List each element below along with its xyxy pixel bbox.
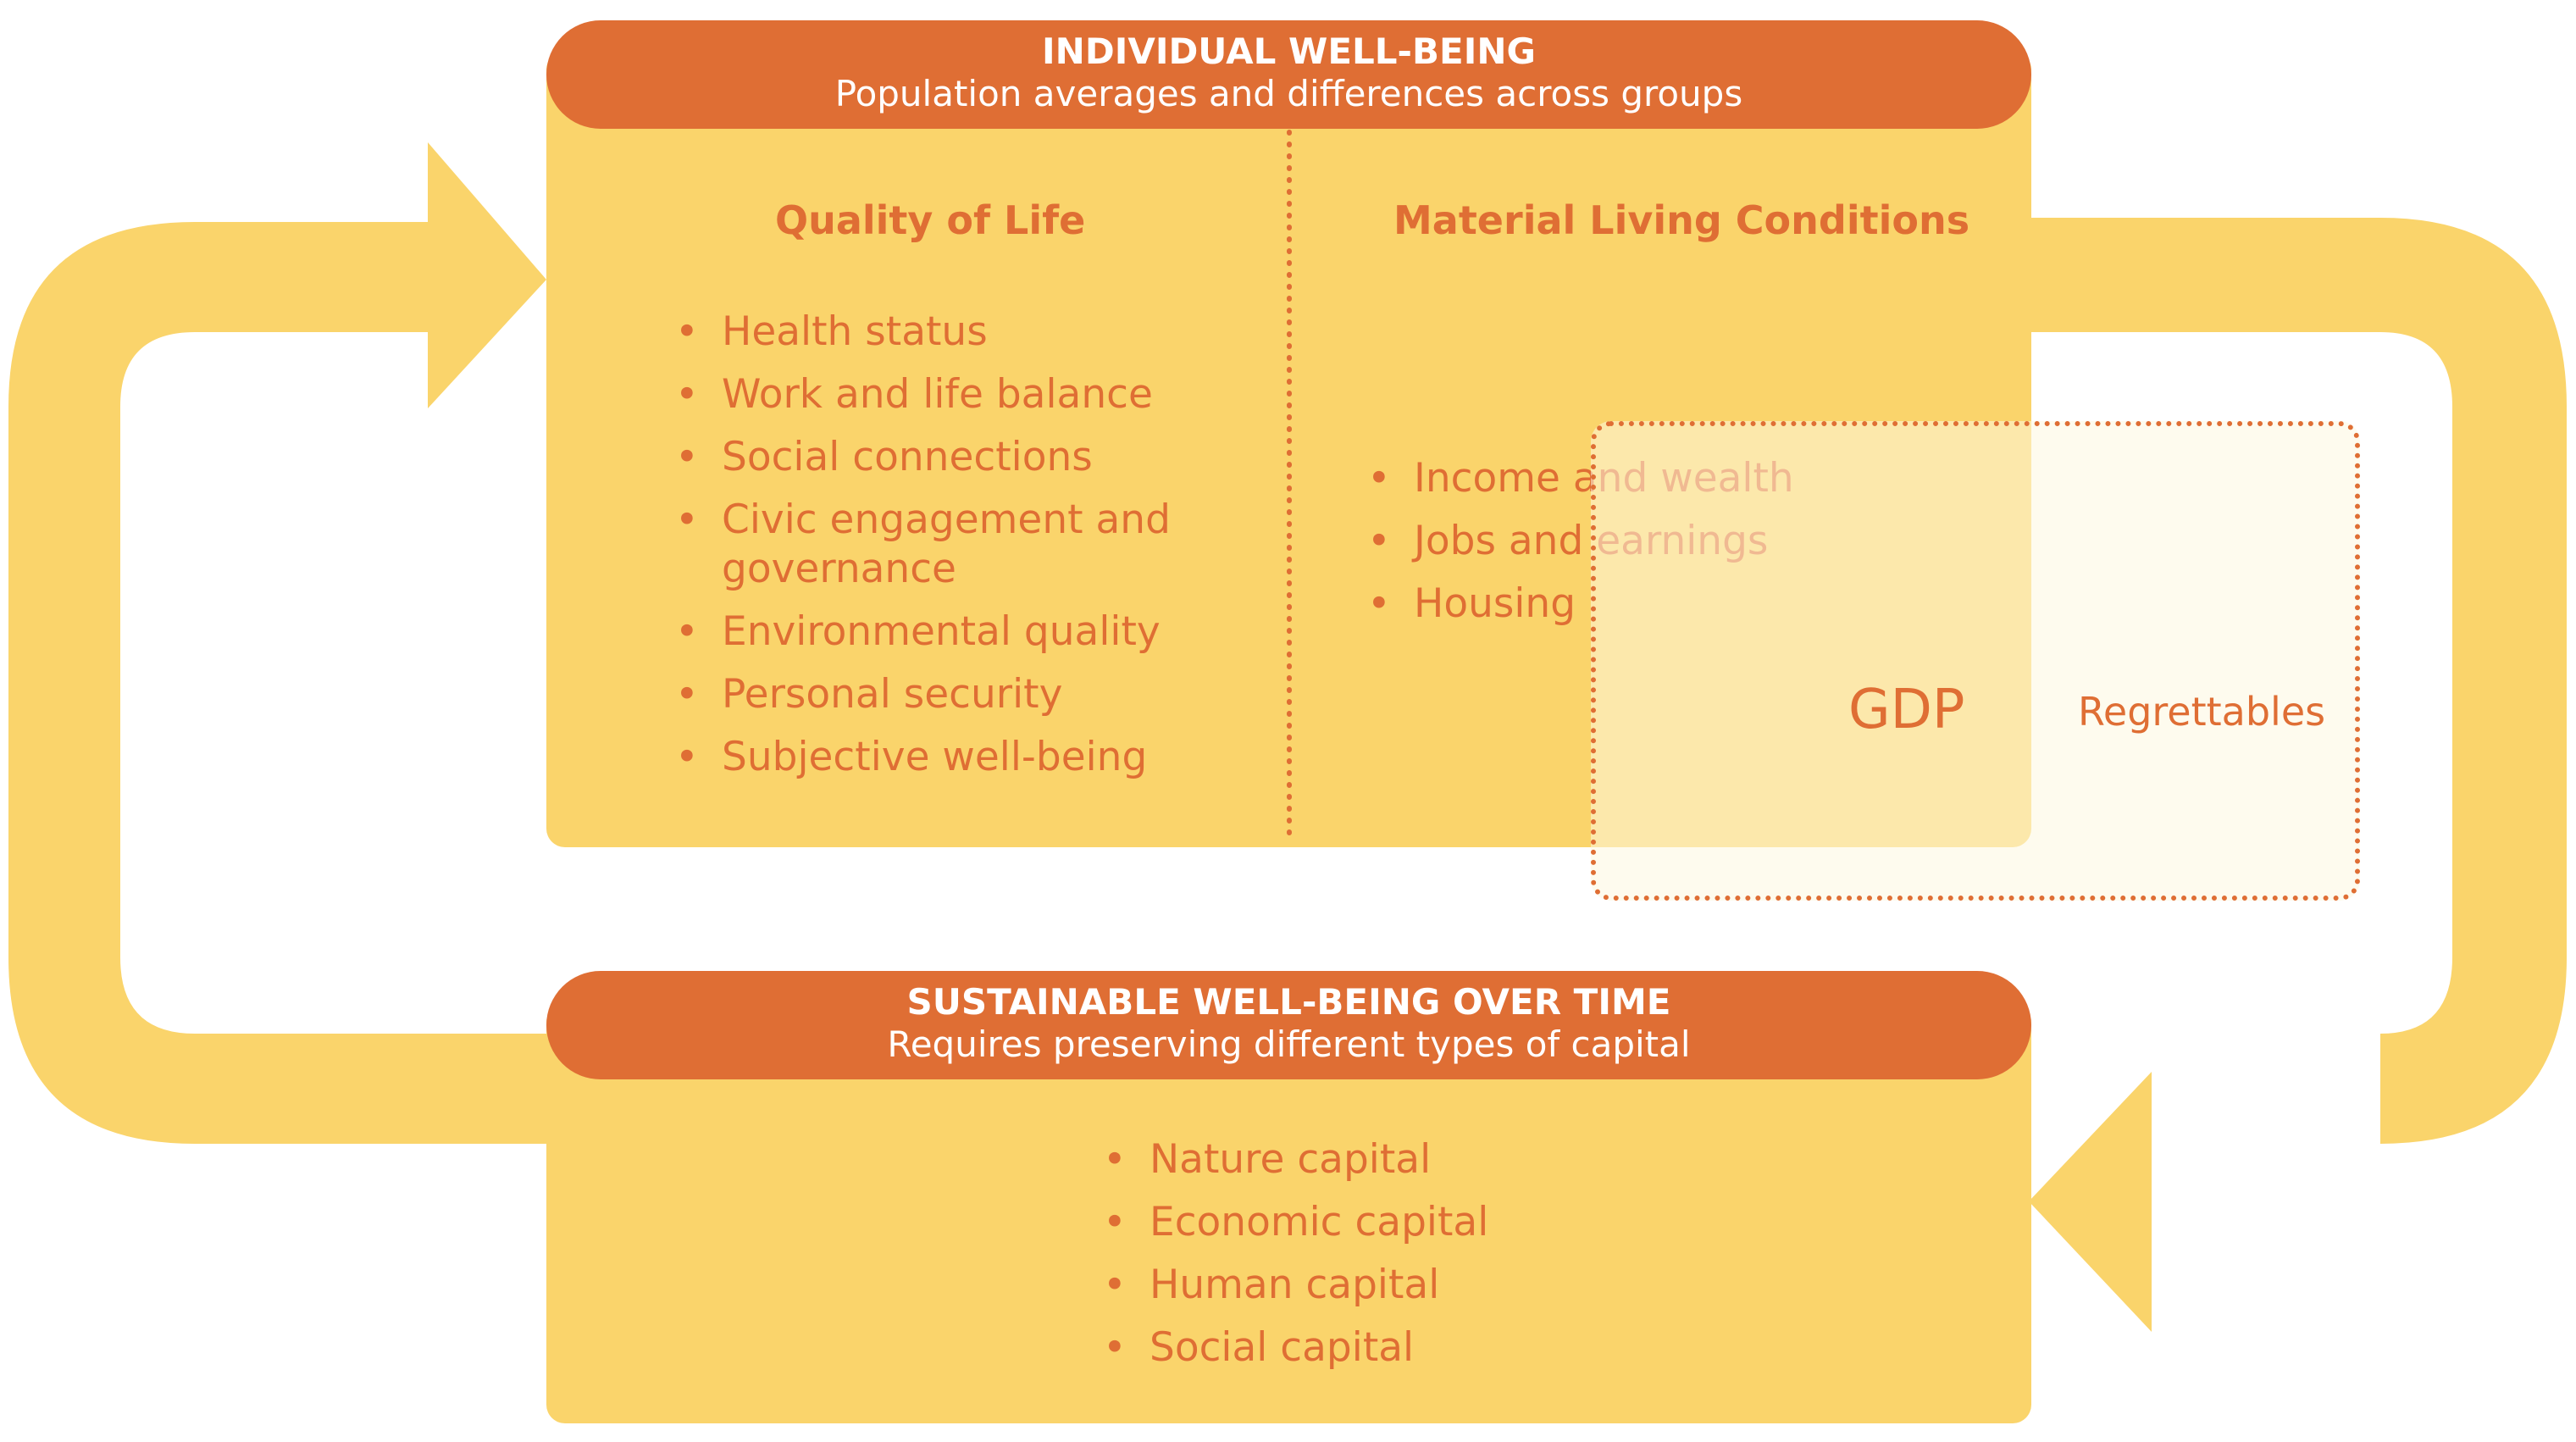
regrettables-label: Regrettables — [2078, 689, 2326, 735]
list-item: Environmental quality — [675, 607, 1200, 657]
list-item: Work and life balance — [675, 370, 1200, 419]
gdp-label: GDP — [1848, 679, 1965, 741]
list-item: Nature capital — [1103, 1135, 1488, 1184]
individual-wellbeing-title: INDIVIDUAL WELL-BEING — [1042, 31, 1536, 72]
list-item: Social capital — [1103, 1323, 1488, 1373]
list-item: Economic capital — [1103, 1198, 1488, 1247]
individual-wellbeing-header: INDIVIDUAL WELL-BEING Population average… — [546, 20, 2031, 129]
right-cycle-arrow — [2029, 218, 2567, 1332]
list-item: Subjective well-being — [675, 733, 1200, 782]
list-item: Social connections — [675, 433, 1200, 482]
individual-wellbeing-subtitle: Population averages and differences acro… — [834, 73, 1743, 114]
left-cycle-arrow — [8, 142, 546, 1144]
capital-list: Nature capital Economic capital Human ca… — [1103, 1135, 1488, 1373]
list-item: Personal security — [675, 670, 1200, 719]
gdp-box — [1591, 421, 2360, 901]
sustainable-wellbeing-subtitle: Requires preserving different types of c… — [887, 1023, 1691, 1065]
list-item: Civic engagement and governance — [675, 496, 1196, 594]
material-living-title: Material Living Conditions — [1393, 197, 1970, 243]
list-item: Health status — [675, 308, 1200, 357]
quality-of-life-list: Health status Work and life balance Soci… — [675, 308, 1200, 782]
list-item: Human capital — [1103, 1261, 1488, 1310]
quality-of-life-title: Quality of Life — [775, 197, 1086, 243]
sustainable-wellbeing-header: SUSTAINABLE WELL-BEING OVER TIME Require… — [546, 971, 2031, 1079]
list-item: Housing — [1367, 580, 1794, 629]
sustainable-wellbeing-title: SUSTAINABLE WELL-BEING OVER TIME — [906, 981, 1671, 1023]
